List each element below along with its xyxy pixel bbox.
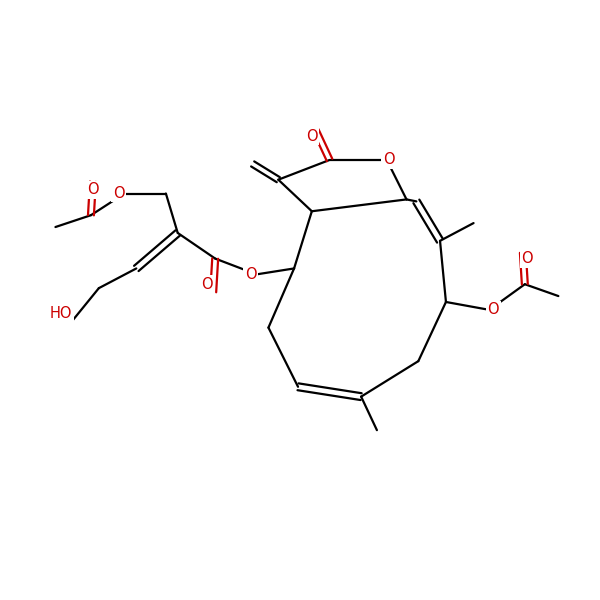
Text: O: O: [383, 152, 395, 167]
Text: O: O: [113, 186, 124, 201]
Text: O: O: [306, 129, 317, 144]
Text: HO: HO: [50, 307, 73, 322]
Text: O: O: [87, 182, 99, 197]
Text: O: O: [521, 251, 533, 266]
Text: O: O: [245, 267, 257, 282]
Text: O: O: [202, 277, 213, 292]
Text: O: O: [487, 302, 499, 317]
